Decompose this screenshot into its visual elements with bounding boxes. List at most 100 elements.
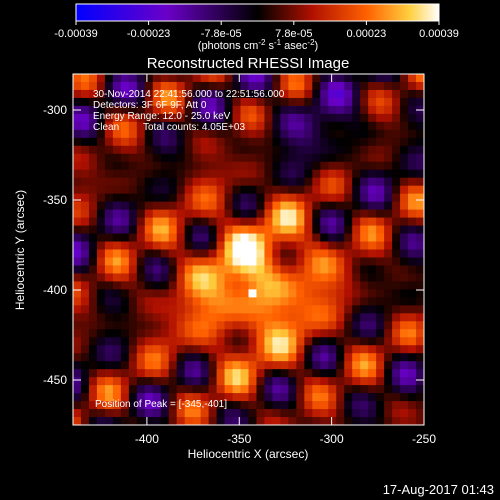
heatmap-cell [344, 369, 353, 378]
heatmap-cell [192, 369, 202, 378]
heatmap-cell [104, 273, 114, 283]
heatmap-cell [368, 161, 377, 171]
heatmap-cell [88, 105, 98, 115]
heatmap-cell [408, 297, 417, 306]
heatmap-cell [200, 105, 210, 115]
heatmap-cell [240, 361, 250, 370]
heatmap-cell [208, 289, 218, 298]
heatmap-cell [136, 265, 146, 275]
plot-frame [72, 73, 425, 426]
heatmap-cell [184, 233, 194, 243]
heatmap-cell [104, 249, 114, 259]
heatmap-cell [400, 281, 409, 290]
heatmap-cell [232, 74, 242, 83]
heatmap-cell [128, 177, 138, 187]
heatmap-cell [144, 353, 154, 362]
heatmap-cell [344, 129, 353, 139]
heatmap-cell [248, 161, 258, 171]
heatmap-cell [184, 81, 194, 91]
heatmap-cell [200, 321, 210, 330]
heatmap-cell [256, 265, 266, 275]
heatmap-cell [232, 257, 242, 267]
heatmap-cell [144, 97, 154, 107]
heatmap-cell [168, 81, 178, 91]
heatmap-cell [152, 169, 162, 179]
heatmap-cell [152, 105, 162, 115]
heatmap-cell [272, 393, 282, 402]
heatmap-cell [168, 177, 178, 187]
heatmap-cell [240, 89, 250, 99]
heatmap-cell [288, 289, 297, 298]
heatmap-cell [408, 145, 417, 155]
heatmap-cell [152, 353, 162, 362]
heatmap-cell [80, 369, 90, 378]
heatmap-cell [336, 353, 345, 362]
heatmap-cell [192, 385, 202, 394]
heatmap-cell [336, 225, 345, 235]
heatmap-cell [168, 145, 178, 155]
heatmap-cell [104, 201, 114, 211]
heatmap-cell [376, 145, 385, 155]
heatmap-cell [240, 409, 250, 418]
heatmap-cell [136, 105, 146, 115]
heatmap-cell [288, 409, 297, 418]
heatmap-cell [160, 217, 170, 227]
heatmap-cell [320, 273, 329, 283]
heatmap-cell [96, 209, 106, 219]
heatmap-cell [352, 81, 361, 91]
heatmap-cell [320, 209, 329, 219]
heatmap-cell [168, 137, 178, 147]
heatmap-cell [312, 297, 321, 306]
heatmap-cell [344, 145, 353, 155]
heatmap-cell [368, 265, 377, 275]
heatmap-cell [336, 297, 345, 306]
heatmap-cell [336, 369, 345, 378]
heatmap-cell [240, 185, 250, 195]
heatmap-cell [344, 257, 353, 267]
heatmap-cell [104, 169, 114, 179]
heatmap-cell [264, 353, 274, 362]
heatmap-cell [352, 337, 361, 346]
heatmap-cell [184, 201, 194, 211]
heatmap-cell [328, 409, 337, 418]
heatmap-cell [96, 329, 106, 338]
heatmap-cell [192, 225, 202, 235]
heatmap-cell [104, 217, 114, 227]
heatmap-cell [112, 401, 122, 410]
heatmap-cell [328, 217, 337, 227]
heatmap-cell [104, 225, 114, 235]
heatmap-cell [248, 273, 258, 283]
heatmap-cell [304, 289, 313, 298]
heatmap-cell [96, 97, 106, 107]
heatmap-cell [256, 313, 266, 322]
heatmap-cell [88, 281, 98, 290]
heatmap-cell [144, 81, 154, 91]
heatmap-cell [392, 153, 401, 163]
heatmap-cell [320, 313, 329, 322]
heatmap-cell [120, 321, 130, 330]
heatmap-cell [120, 137, 130, 147]
heatmap-cell [120, 249, 130, 259]
heatmap-cell [264, 113, 274, 123]
heatmap-cell [208, 185, 218, 195]
heatmap-cell [376, 201, 385, 211]
heatmap-cell [176, 89, 186, 99]
heatmap-cell [272, 257, 282, 267]
heatmap-cell [240, 321, 250, 330]
heatmap-cell [80, 201, 90, 211]
heatmap-cell [80, 265, 90, 275]
heatmap-cell [88, 97, 98, 107]
heatmap-cell [176, 313, 186, 322]
heatmap-cell [400, 393, 409, 402]
colorbar [75, 3, 440, 22]
heatmap-cell [376, 241, 385, 251]
heatmap-cell [80, 377, 90, 386]
heatmap-cell [224, 353, 234, 362]
heatmap-cell [248, 209, 258, 219]
heatmap-cell [280, 297, 289, 306]
heatmap-cell [320, 137, 329, 147]
heatmap-cell [400, 145, 409, 155]
heatmap-cell [112, 161, 122, 171]
heatmap-cell [344, 233, 353, 243]
heatmap-cell [168, 393, 178, 402]
